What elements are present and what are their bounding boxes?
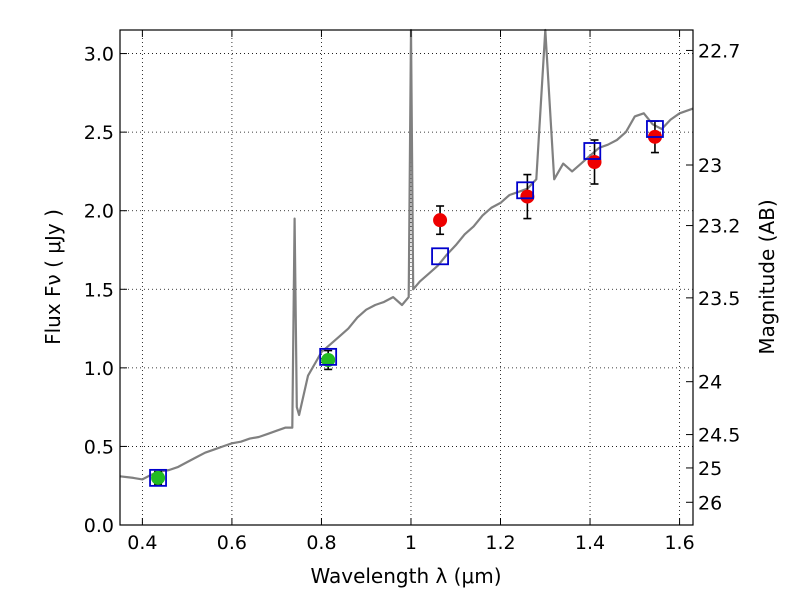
right-tick-label: 23 — [698, 155, 722, 177]
right-tick-label: 24.5 — [698, 425, 740, 447]
y-axis-label: Flux Fν ( μJy ) — [41, 209, 65, 345]
x-tick-label: 0.4 — [127, 532, 157, 554]
plot-area — [119, 28, 694, 487]
model-photometry-square — [516, 181, 535, 200]
y-tick-label: 0.5 — [84, 436, 114, 458]
x-tick-label: 0.8 — [306, 532, 336, 554]
green-data-point — [151, 470, 166, 485]
x-tick-label: 1.4 — [575, 532, 605, 554]
y-tick-label: 3.0 — [84, 44, 114, 66]
right-tick-label: 22.7 — [698, 40, 740, 62]
plot-background — [120, 30, 693, 525]
y-tick-label: 2.5 — [84, 122, 114, 144]
right-tick-label: 25 — [698, 458, 722, 480]
x-tick-labels: 0.4 0.6 0.8 1 1.2 1.4 1.6 — [127, 532, 694, 554]
model-photometry-square — [646, 120, 664, 138]
right-tick-label: 26 — [698, 492, 722, 514]
y-tick-label: 1.5 — [84, 279, 114, 301]
x-axis-label: Wavelength λ (μm) — [310, 564, 501, 588]
x-tick-label: 1.6 — [664, 532, 694, 554]
right-tick-label: 24 — [698, 372, 722, 394]
right-tick-label: 23.2 — [698, 216, 740, 238]
x-tick-label: 1 — [405, 532, 417, 554]
green-data-point — [321, 353, 336, 367]
x-tick-label: 1.2 — [485, 532, 515, 554]
model-photometry-square — [319, 347, 338, 366]
y-tick-labels: 0.0 0.5 1.0 1.5 2.0 2.5 3.0 — [84, 44, 114, 537]
y-tick-label: 2.0 — [84, 201, 114, 223]
x-tick-label: 0.6 — [217, 532, 247, 554]
red-data-point — [433, 213, 448, 228]
model-photometry-square — [583, 142, 602, 160]
right-tick-labels: 22.7 23 23.2 23.5 24 24.5 25 26 — [698, 40, 740, 514]
y-tick-label: 0.0 — [84, 515, 114, 537]
right-tick-label: 23.5 — [698, 288, 740, 310]
model-photometry-square — [149, 468, 167, 487]
right-axis-label: Magnitude (AB) — [755, 199, 779, 354]
model-photometry-squares — [149, 120, 664, 487]
y-tick-label: 1.0 — [84, 358, 114, 380]
model-photometry-square — [431, 247, 449, 266]
red-data-point — [520, 189, 535, 204]
plot-frame — [119, 29, 694, 526]
axis-ticks — [120, 30, 693, 526]
